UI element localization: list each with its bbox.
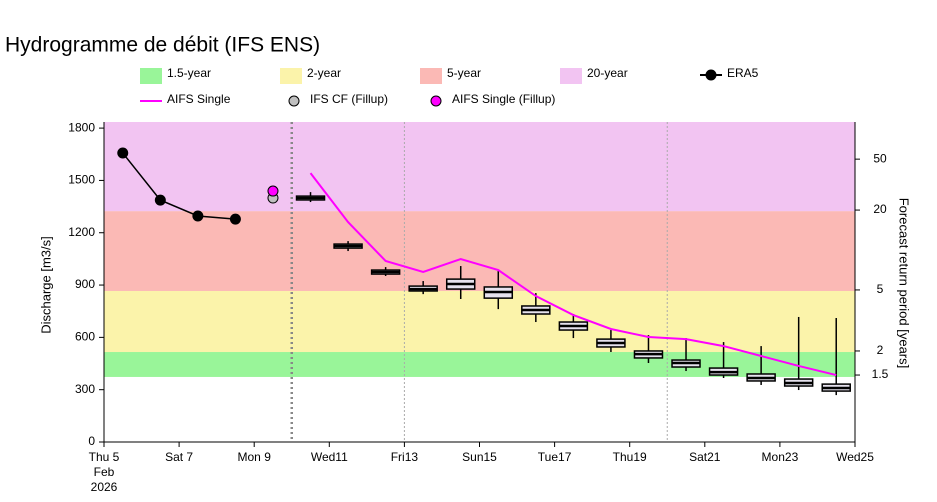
x-tick-label: Fri13 — [391, 450, 419, 464]
legend-label: IFS CF (Fillup) — [310, 92, 388, 106]
legend-marker — [430, 95, 442, 107]
legend-marker — [705, 69, 717, 81]
legend-label: 1.5-year — [167, 66, 211, 80]
x-sublabel: Feb — [94, 465, 115, 479]
x-tick-label: Wed11 — [311, 450, 348, 464]
x-tick-label: Mon 9 — [238, 450, 272, 464]
series-point — [154, 194, 166, 206]
y-tick-label: 300 — [75, 382, 95, 396]
y-tick-label: 900 — [75, 277, 95, 291]
legend-label: AIFS Single (Fillup) — [452, 92, 555, 106]
series-line — [122, 152, 236, 220]
y2-tick-label: 20 — [873, 202, 887, 216]
y2-tick-label: 50 — [873, 151, 887, 165]
x-tick-label: Sun15 — [462, 450, 497, 464]
y2-tick-label: 2 — [877, 343, 884, 357]
y2-tick-label: 1.5 — [872, 367, 889, 381]
legend-label: AIFS Single — [167, 92, 231, 106]
y-axis-label: Discharge [m3/s] — [38, 236, 53, 334]
return-period-band — [104, 122, 855, 212]
x-tick-label: Thu 5 — [89, 450, 120, 464]
x-tick-label: Sat21 — [689, 450, 721, 464]
legend-marker — [288, 95, 300, 107]
series-point — [267, 185, 279, 197]
x-tick-label: Wed25 — [836, 450, 874, 464]
y2-tick-label: 5 — [877, 282, 884, 296]
series-point — [229, 213, 241, 225]
y2-axis-label: Forecast return period [years] — [897, 198, 912, 369]
y-tick-label: 1200 — [68, 225, 95, 239]
return-period-band — [104, 352, 855, 377]
legend-swatch — [420, 68, 442, 84]
y-tick-label: 1800 — [68, 120, 95, 134]
legend-label: 20-year — [587, 66, 628, 80]
series-point — [192, 210, 204, 222]
x-tick-label: Tue17 — [538, 450, 572, 464]
y-tick-label: 1500 — [68, 173, 95, 187]
legend-label: 2-year — [307, 66, 341, 80]
x-sublabel: 2026 — [91, 480, 118, 494]
legend-label: ERA5 — [727, 66, 759, 80]
return-period-band — [104, 290, 855, 353]
legend-swatch — [560, 68, 582, 84]
y-tick-label: 600 — [75, 330, 95, 344]
return-period-band — [104, 211, 855, 291]
series-point — [117, 147, 129, 159]
series-line — [309, 172, 837, 377]
legend-swatch — [280, 68, 302, 84]
chart-title: Hydrogramme de débit (IFS ENS) — [5, 34, 320, 57]
x-tick-label: Sat 7 — [165, 450, 193, 464]
y-tick-label: 0 — [88, 434, 95, 448]
legend-label: 5-year — [447, 66, 481, 80]
x-tick-label: Mon23 — [762, 450, 799, 464]
x-tick-label: Thu19 — [613, 450, 647, 464]
legend-swatch — [140, 68, 162, 84]
